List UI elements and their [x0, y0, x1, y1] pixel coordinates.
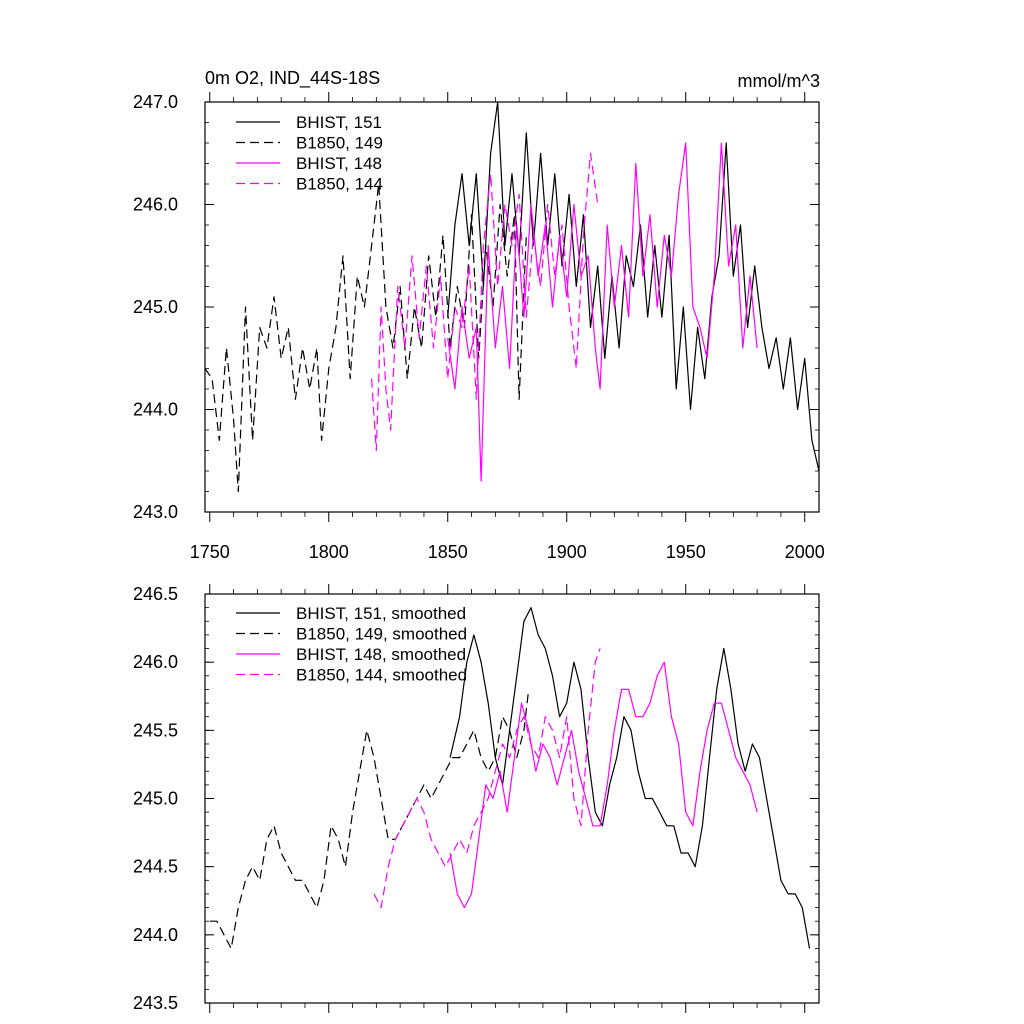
top-series-lines — [204, 101, 820, 493]
top-legend-label: BHIST, 151 — [296, 113, 382, 132]
bottom-axis-ticks: 243.5 244.0 244.5 245.0 245.5 246.0 246.5 — [133, 584, 819, 1013]
top-legend-label: BHIST, 148 — [296, 154, 382, 173]
top-legend-label: B1850, 149 — [296, 134, 383, 153]
bottom-panel: 243.5 244.0 244.5 245.0 245.5 246.0 246.5 BHIS… — [133, 584, 820, 1013]
top-xtick-label: 1900 — [547, 542, 587, 562]
chart-title: 0m O2, IND_44S-18S — [205, 68, 380, 89]
top-series-line — [371, 152, 599, 452]
bottom-ytick-label: 244.0 — [133, 925, 178, 945]
bottom-ytick-label: 244.5 — [133, 857, 178, 877]
bottom-series-line — [449, 606, 811, 949]
top-xtick-label: 1950 — [666, 542, 706, 562]
bottom-ytick-label: 245.5 — [133, 720, 178, 740]
bottom-ytick-label: 245.0 — [133, 789, 178, 809]
top-ytick-label: 243.0 — [133, 502, 178, 522]
top-ytick-label: 245.0 — [133, 297, 178, 317]
bottom-legend-label: BHIST, 148, smoothed — [296, 645, 466, 664]
bottom-series-line — [449, 661, 758, 909]
top-panel: 0m O2, IND_44S-18S mmol/m^3 243.0244.024… — [133, 68, 825, 562]
bottom-series-line — [209, 689, 530, 950]
bottom-legend-label: BHIST, 151, smoothed — [296, 604, 466, 623]
bottom-series-line — [373, 648, 601, 909]
bottom-series-lines — [209, 606, 811, 950]
top-xtick-label: 2000 — [785, 542, 825, 562]
bottom-legend-label: B1850, 149, smoothed — [296, 625, 467, 644]
top-series-line — [447, 142, 758, 482]
top-ytick-label: 247.0 — [133, 92, 178, 112]
top-xtick-label: 1850 — [428, 542, 468, 562]
top-legend-label: B1850, 144 — [296, 175, 383, 194]
bottom-plot-frame — [204, 593, 820, 1004]
top-plot-frame — [204, 101, 820, 513]
bottom-ytick-label: 243.5 — [133, 993, 178, 1013]
bottom-ytick-label: 246.5 — [133, 584, 178, 604]
top-series-line — [447, 101, 820, 472]
top-axis-ticks: 243.0 244.0 245.0 246.0 247.0 1750 1800 1850 190… — [133, 92, 825, 562]
top-xtick-label: 1750 — [190, 542, 230, 562]
top-xtick-label: 1800 — [309, 542, 349, 562]
top-ytick-label: 244.0 — [133, 400, 178, 420]
bottom-legend-label: B1850, 144, smoothed — [296, 666, 467, 685]
top-ytick-label: 246.0 — [133, 195, 178, 215]
bottom-legend: BHIST, 151, smoothed B1850, 149, smoothed… — [236, 604, 467, 685]
bottom-ytick-label: 246.0 — [133, 652, 178, 672]
units-label: mmol/m^3 — [738, 71, 820, 91]
top-series-line — [204, 183, 527, 493]
